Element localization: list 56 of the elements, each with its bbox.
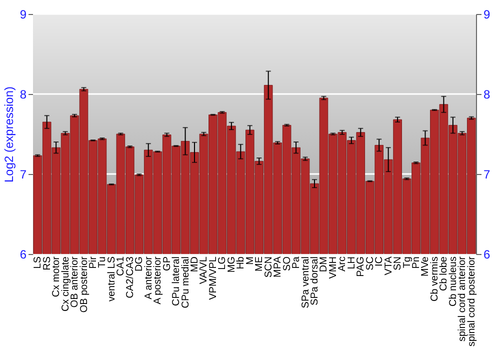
- y2-tick-label: 8: [484, 88, 490, 102]
- x-tick-label: PAG: [356, 256, 367, 277]
- x-tick-label: Cx cingulate: [60, 256, 72, 312]
- x-tick-label: SCN: [263, 256, 274, 278]
- x-tick-label: CPu medial: [180, 256, 192, 308]
- x-tick-label: spinal cord posterior: [466, 256, 478, 347]
- x-tick-label: ventral LS: [106, 256, 118, 302]
- x-tick-label: MG: [226, 256, 238, 273]
- x-tick-label: Pir: [88, 256, 99, 269]
- x-tick-label: DM: [318, 256, 330, 272]
- x-tick-label: MPA: [272, 256, 284, 278]
- y-axis-title: Log2 (expression): [2, 86, 16, 183]
- x-tick-label: A anterior: [143, 256, 154, 300]
- x-tick-label: Arc: [337, 256, 348, 272]
- x-tick-label: VMH: [328, 256, 339, 279]
- x-tick-label: MVe: [420, 256, 432, 277]
- x-tick-label: CA2/CA3: [124, 256, 136, 298]
- x-tick-label: LS: [32, 256, 44, 269]
- x-tick-label: Pn: [411, 256, 422, 269]
- x-tick-label: Tg: [402, 256, 413, 268]
- y-tick-label: 6: [20, 248, 27, 262]
- x-tick-label: ME: [254, 256, 266, 272]
- x-tick-label: Cb lobe: [438, 256, 450, 291]
- x-tick-label: SC: [364, 256, 376, 270]
- x-tick-label: spinal cord anterior: [457, 256, 468, 342]
- x-tick-label: VPM/VPL: [208, 256, 219, 300]
- x-tick-label: IC: [374, 256, 386, 266]
- x-tick-label: SO: [282, 256, 293, 271]
- x-tick-label: OB anterior: [70, 256, 81, 308]
- x-tick-label: GP: [162, 256, 173, 271]
- x-tick-label: LG: [217, 256, 228, 270]
- x-tick-label: Hb: [236, 256, 247, 270]
- x-tick-label: VTA: [383, 256, 394, 276]
- x-tick-label: M: [244, 256, 256, 265]
- y2-tick-label: 7: [484, 168, 490, 182]
- x-tick-label: SPa dorsal: [309, 256, 320, 306]
- x-tick-label: VA/VL: [198, 256, 210, 284]
- y-tick-label: 9: [20, 8, 27, 22]
- x-tick-label: CA1: [116, 256, 127, 276]
- x-tick-label: LH: [346, 256, 358, 270]
- x-tick-label: Cb nucleus: [448, 256, 459, 307]
- x-tick-label: CPu lateral: [171, 256, 182, 306]
- x-tick-label: SN: [392, 256, 404, 270]
- x-tick-label: Cb vermis: [429, 256, 440, 302]
- y-tick-label: 8: [20, 88, 27, 102]
- x-tick-label: SPa ventral: [300, 256, 312, 308]
- x-tick-label: DG: [134, 256, 146, 272]
- y2-tick-label: 9: [484, 8, 490, 22]
- x-tick-label: Cx motor: [51, 256, 62, 298]
- x-tick-label: Tu: [97, 256, 108, 268]
- x-tick-label: OB posterior: [78, 256, 90, 313]
- x-tick-label: RS: [42, 256, 53, 270]
- x-tick-label: A posterior: [152, 256, 164, 304]
- y-tick-label: 7: [20, 168, 27, 182]
- x-tick-label: Pa: [291, 256, 302, 269]
- y2-tick-label: 6: [484, 248, 490, 262]
